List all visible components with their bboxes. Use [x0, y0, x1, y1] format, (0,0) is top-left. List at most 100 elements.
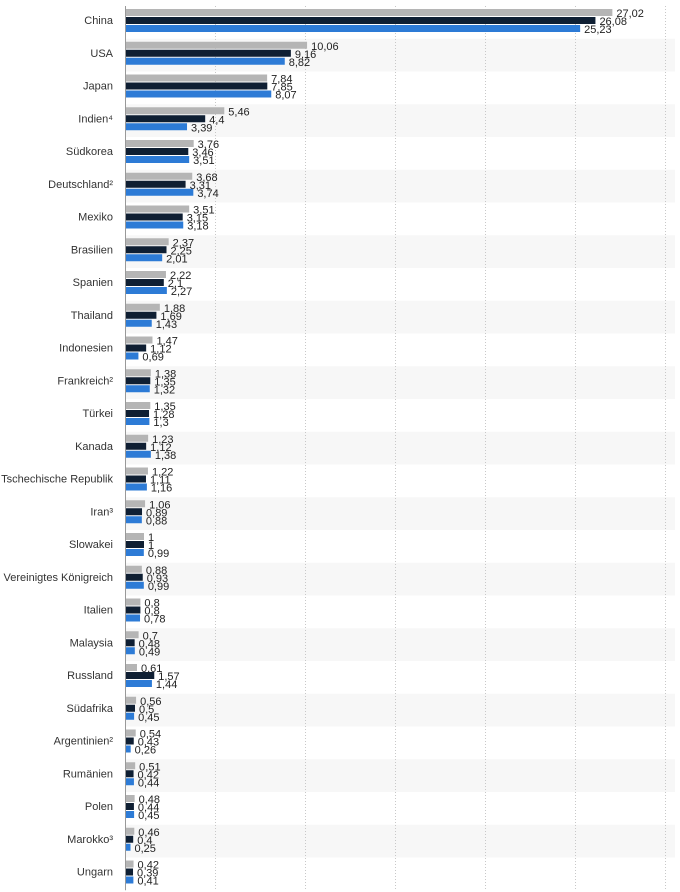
row-band: [125, 169, 675, 203]
category-label: Vereinigtes Königreich: [4, 572, 113, 584]
bar: [126, 148, 189, 155]
bar: [126, 442, 147, 450]
value-label: 0,88: [146, 565, 167, 577]
value-label: 0,42: [138, 769, 159, 781]
value-label: 0,39: [137, 868, 158, 880]
bar: [126, 860, 134, 868]
bar: [126, 631, 139, 639]
value-label: 0,51: [139, 761, 160, 773]
category-label: Malaysia: [70, 637, 114, 649]
gridlines: [215, 6, 666, 891]
value-label: 1,23: [152, 434, 173, 446]
bar: [126, 614, 141, 622]
bar: [126, 565, 142, 573]
bar: [126, 475, 146, 483]
bar: [126, 795, 135, 802]
category-label: Deutschland²: [48, 179, 113, 191]
value-label: 0,54: [140, 729, 161, 741]
value-label: 3,51: [193, 205, 214, 217]
bar: [126, 835, 134, 843]
value-label: 3,68: [196, 172, 217, 184]
bar: [126, 319, 152, 327]
value-label: 0,25: [135, 843, 156, 855]
bar: [126, 238, 169, 246]
bar: [126, 140, 194, 147]
bar: [126, 712, 135, 720]
category-label: Iran³: [90, 506, 113, 518]
bar: [126, 303, 160, 311]
bar: [126, 549, 144, 556]
bar: [126, 737, 134, 745]
value-label: 3,51: [193, 155, 214, 167]
bars: [126, 9, 613, 884]
value-label: 0,43: [138, 737, 159, 749]
bar: [126, 115, 206, 123]
value-label: 1,35: [154, 401, 175, 413]
value-label: 2,01: [166, 253, 187, 265]
value-label: 1: [148, 540, 154, 552]
value-label: 0,88: [146, 515, 167, 527]
bar: [126, 25, 581, 32]
bar: [126, 156, 190, 163]
row-band: [125, 693, 675, 727]
value-label: 3,46: [192, 147, 213, 159]
bar: [126, 606, 141, 614]
value-label: 10,06: [311, 41, 339, 53]
bar: [126, 246, 167, 254]
value-label: 2,22: [170, 270, 191, 282]
bar: [126, 573, 143, 581]
bar: [126, 344, 147, 352]
category-label: Spanien: [73, 277, 113, 289]
row-band: [125, 497, 675, 530]
bar: [126, 803, 134, 810]
bar: [126, 213, 183, 221]
bar: [126, 696, 137, 704]
value-label: 9,16: [295, 49, 316, 61]
value-label: 1,16: [151, 483, 172, 495]
row-band: [125, 366, 675, 399]
value-label: 3,39: [191, 122, 212, 134]
value-label: 2,37: [173, 237, 194, 249]
bar: [126, 762, 136, 770]
value-label: 0,99: [148, 548, 169, 560]
bar: [126, 664, 137, 671]
value-label: 1,47: [156, 336, 177, 348]
bar: [126, 483, 147, 491]
category-label: Kanada: [75, 441, 114, 453]
value-label: 2,1: [168, 278, 183, 290]
bar: [126, 90, 272, 98]
value-label: 4,4: [209, 114, 224, 126]
value-label: 8,07: [275, 90, 296, 102]
bar: [126, 450, 151, 458]
value-label: 1,44: [156, 679, 177, 691]
value-label: 0,26: [135, 745, 156, 757]
bar: [126, 205, 190, 213]
category-label: Marokko³: [67, 834, 113, 846]
category-label: Argentinien²: [54, 736, 114, 748]
row-band: [125, 759, 675, 792]
bar: [126, 221, 184, 229]
bar: [126, 868, 134, 876]
category-label: China: [84, 15, 114, 27]
bar: [126, 745, 131, 753]
value-label: 0,56: [140, 696, 161, 708]
value-label: 0,8: [144, 606, 159, 618]
bar: [126, 680, 152, 687]
value-label: 0,8: [144, 598, 159, 610]
value-label: 0,48: [139, 638, 160, 650]
bar: [126, 533, 144, 540]
bar: [126, 180, 186, 188]
value-label: 0,44: [138, 802, 159, 814]
row-bands: [125, 38, 675, 858]
bar: [126, 352, 139, 360]
bar: [126, 402, 151, 409]
value-label: 1,22: [152, 467, 173, 479]
bar: [126, 770, 134, 778]
value-label: 7,84: [271, 74, 292, 86]
value-label: 1,28: [153, 409, 174, 421]
value-label: 3,74: [197, 188, 218, 200]
value-label: 5,46: [228, 106, 249, 118]
bar: [126, 508, 143, 516]
value-label: 0,89: [146, 507, 167, 519]
